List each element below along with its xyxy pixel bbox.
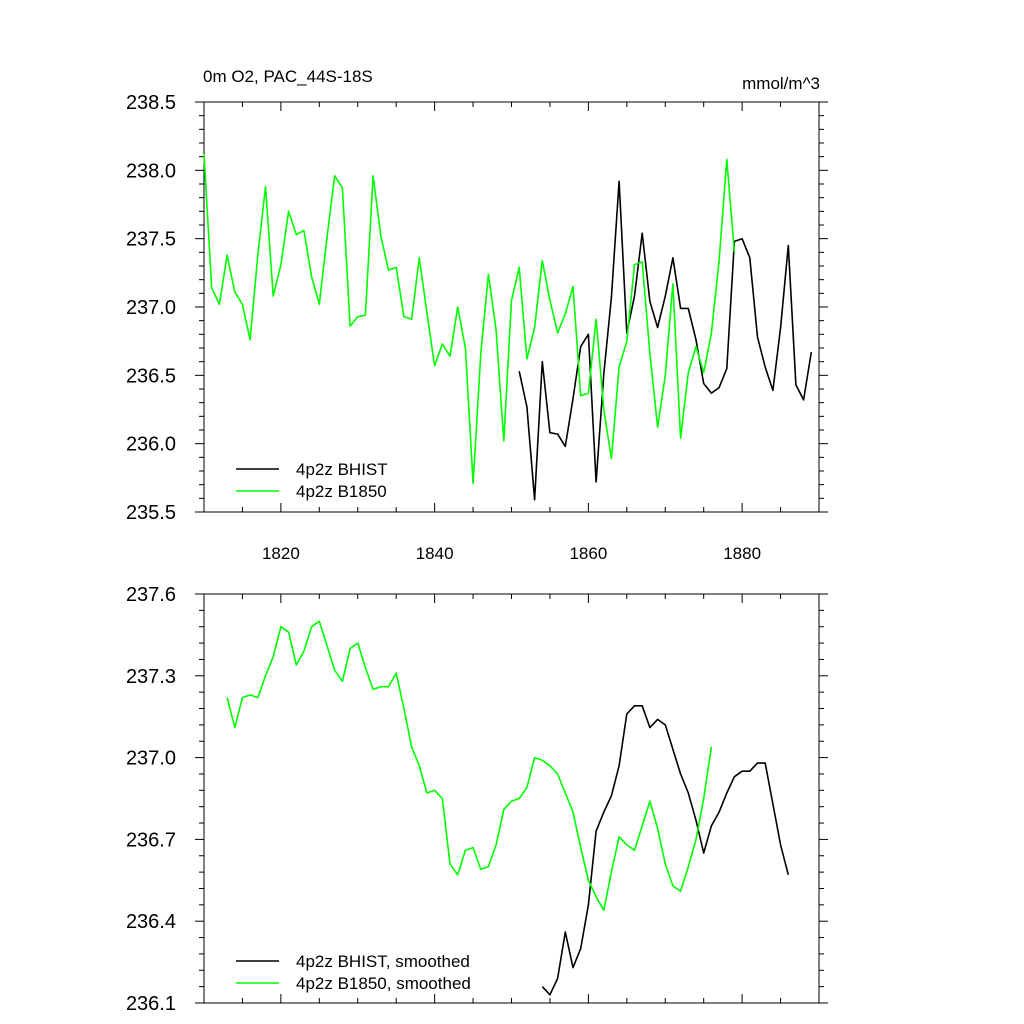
- y-tick-label: 237.0: [126, 748, 176, 770]
- top-panel: 0m O2, PAC_44S-18S mmol/m^3 1820 1840 1860…: [126, 67, 828, 563]
- bottom-plot-frame: [203, 593, 820, 1004]
- y-tick-label: 235.5: [126, 502, 176, 524]
- series-line-4p2z-b1850: [203, 153, 736, 485]
- top-series: [203, 153, 813, 501]
- top-ticks: 1820 1840 1860 1880 235.5 236.0 236.5 237.0 237.…: [126, 92, 828, 563]
- series-line-4p2z-bhist: [518, 180, 813, 501]
- y-tick-label: 237.5: [126, 229, 176, 251]
- legend-label-b1850-smoothed: 4p2z B1850, smoothed: [296, 974, 471, 993]
- series-line-4p2z-b1850-smoothed: [226, 620, 713, 912]
- bottom-series: [226, 620, 790, 996]
- bottom-ticks: 236.1 236.4 236.7 237.0 237.3 237.6: [126, 584, 828, 1015]
- top-title-right: mmol/m^3: [742, 74, 820, 93]
- legend-label-b1850: 4p2z B1850: [296, 482, 387, 501]
- x-tick-label: 1840: [416, 544, 454, 563]
- y-tick-label: 236.7: [126, 829, 176, 851]
- series-line-4p2z-bhist-smoothed: [541, 704, 790, 996]
- y-tick-label: 237.0: [126, 297, 176, 319]
- x-tick-label: 1860: [569, 544, 607, 563]
- y-tick-label: 238.0: [126, 160, 176, 182]
- x-tick-label: 1880: [723, 544, 761, 563]
- legend-label-bhist-smoothed: 4p2z BHIST, smoothed: [296, 952, 470, 971]
- y-tick-label: 236.5: [126, 365, 176, 387]
- y-tick-label: 236.4: [126, 911, 176, 933]
- y-tick-label: 237.6: [126, 584, 176, 606]
- top-legend: 4p2z BHIST 4p2z B1850: [236, 460, 388, 501]
- bottom-panel: 236.1 236.4 236.7 237.0 237.3 237.6 4p2z BHIS…: [126, 584, 828, 1015]
- legend-label-bhist: 4p2z BHIST: [296, 460, 388, 479]
- y-tick-label: 236.0: [126, 434, 176, 456]
- y-tick-label: 238.5: [126, 92, 176, 114]
- x-tick-label: 1820: [262, 544, 300, 563]
- top-title-left: 0m O2, PAC_44S-18S: [203, 67, 373, 86]
- bottom-legend: 4p2z BHIST, smoothed 4p2z B1850, smoothe…: [236, 952, 471, 993]
- y-tick-label: 236.1: [126, 993, 176, 1015]
- y-tick-label: 237.3: [126, 666, 176, 688]
